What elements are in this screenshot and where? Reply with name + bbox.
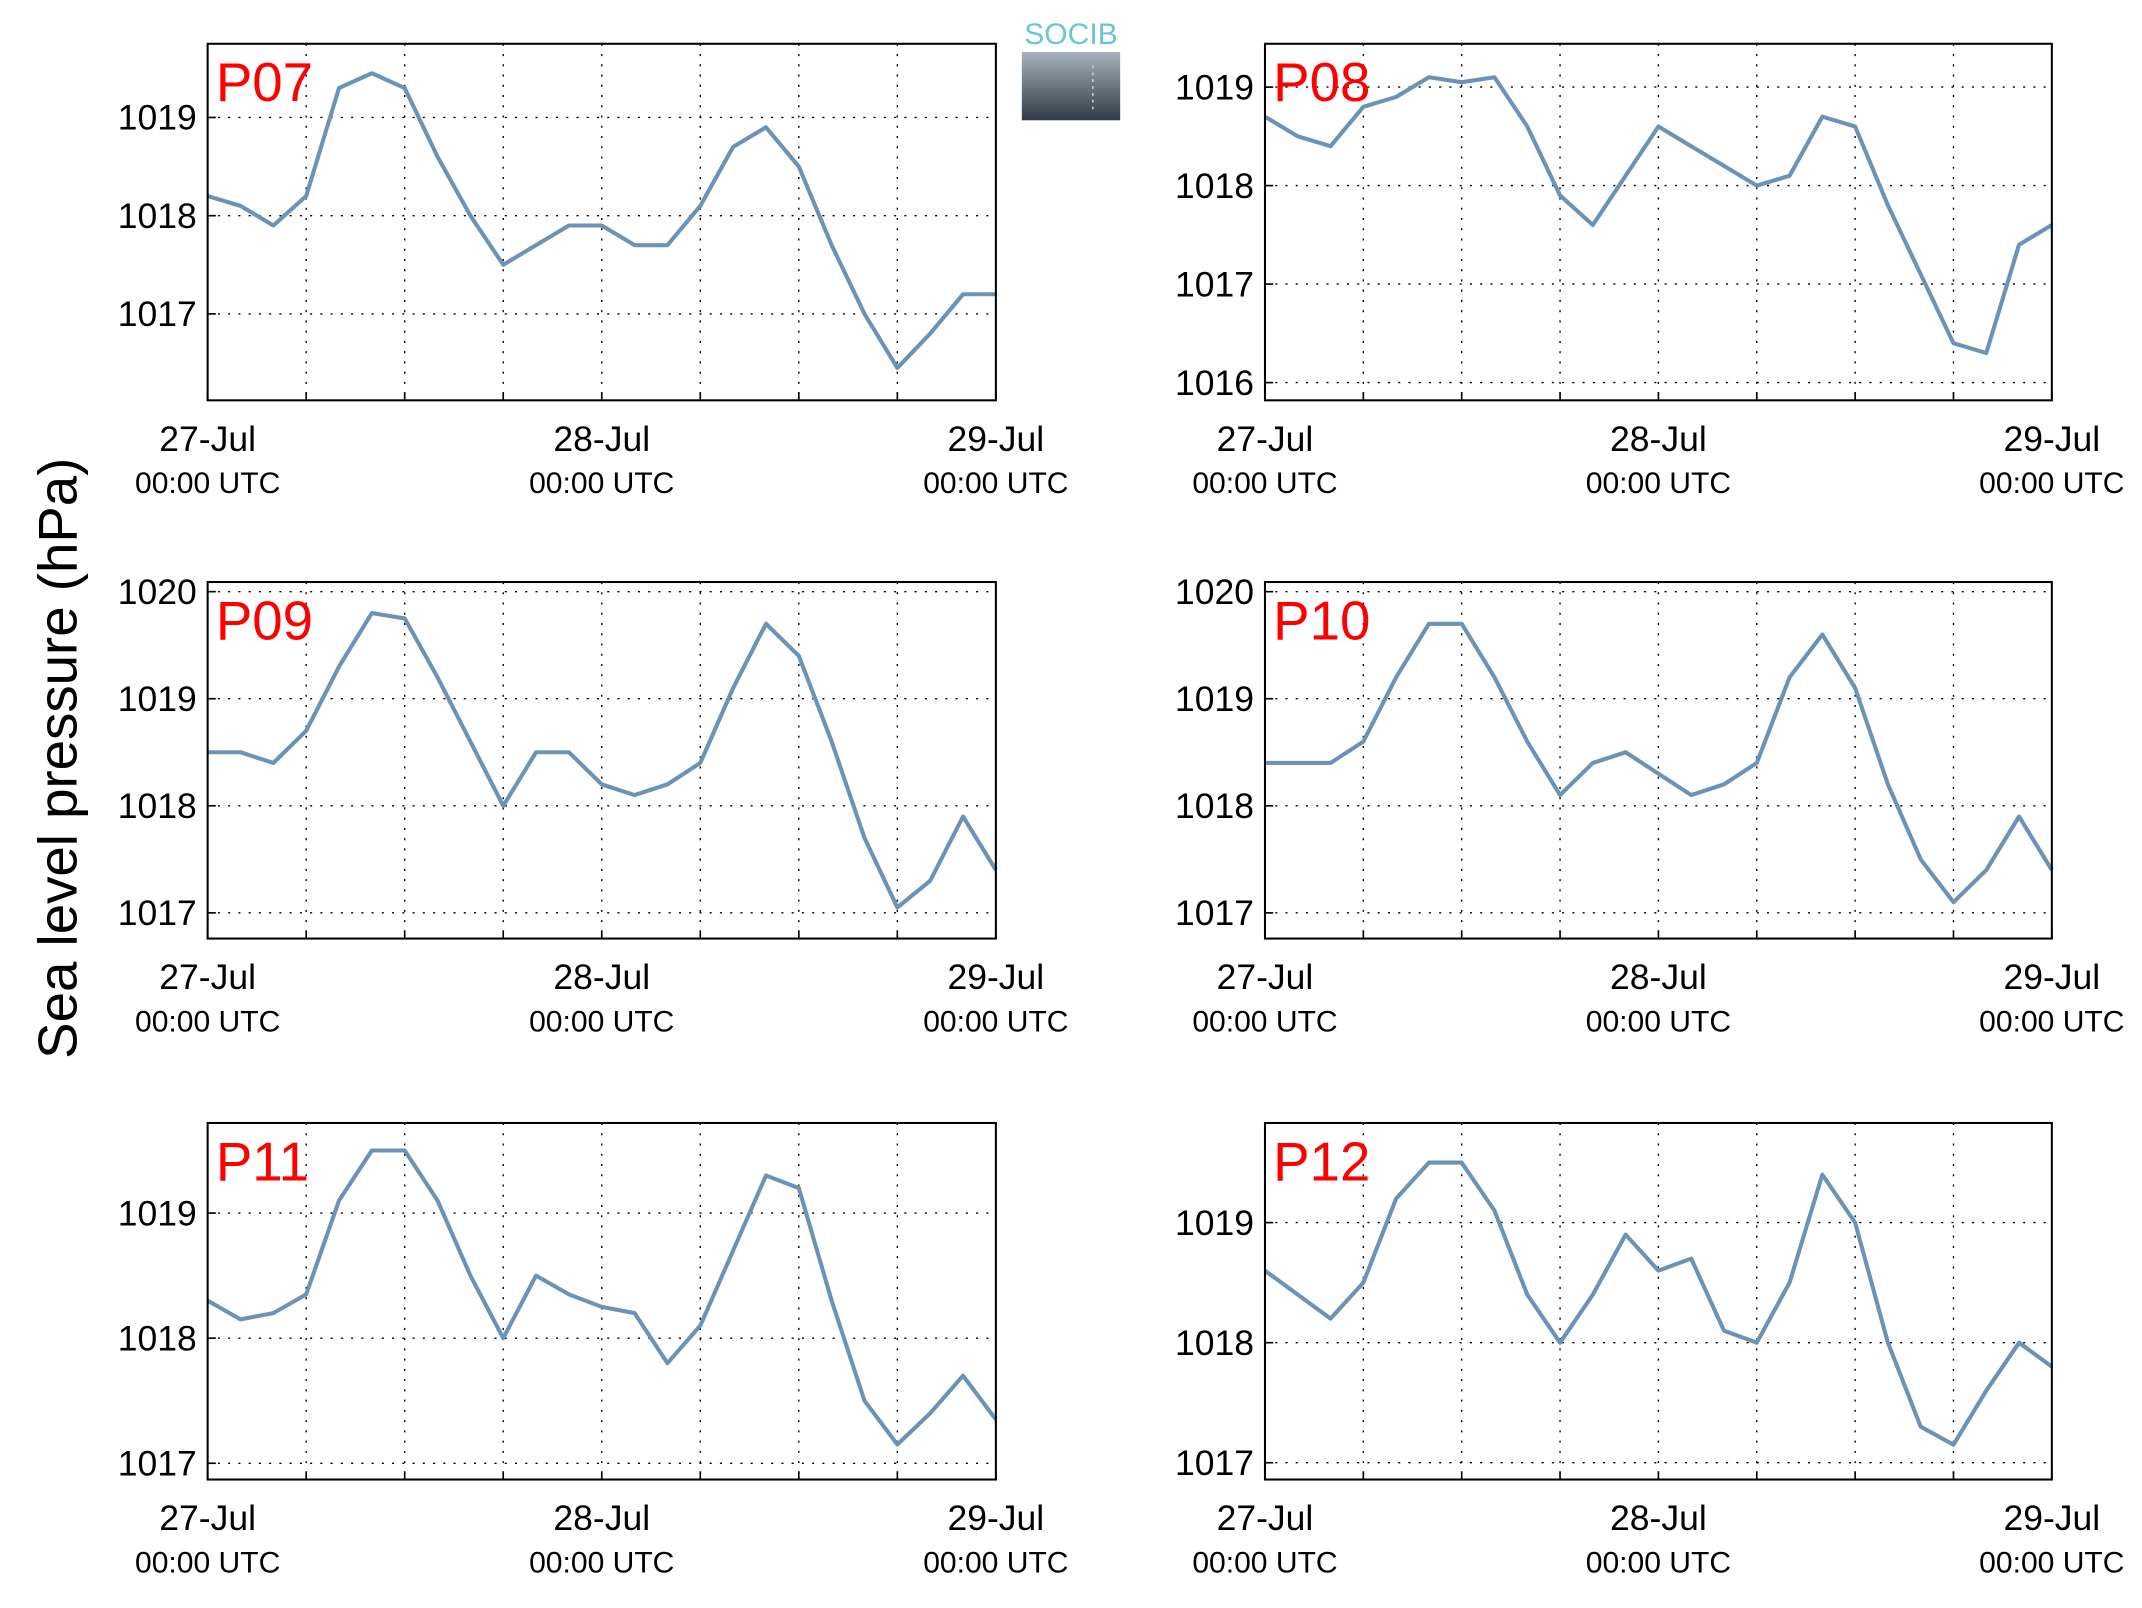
x-tick-sublabel: 00:00 UTC bbox=[1586, 1005, 1731, 1038]
y-tick-label: 1017 bbox=[1175, 1443, 1254, 1483]
y-tick-label: 1018 bbox=[1175, 786, 1254, 826]
y-tick-label: 1020 bbox=[1175, 572, 1254, 612]
x-tick-sublabel: 00:00 UTC bbox=[529, 1546, 674, 1579]
x-tick-label: 27-Jul bbox=[159, 419, 256, 459]
x-tick-sublabel: 00:00 UTC bbox=[135, 467, 280, 500]
y-tick-label: 1017 bbox=[118, 893, 197, 933]
plot-frame bbox=[206, 42, 997, 402]
x-tick-sublabel: 00:00 UTC bbox=[529, 1005, 674, 1038]
y-tick-label: 1016 bbox=[1175, 363, 1254, 403]
y-tick-label: 1018 bbox=[1175, 166, 1254, 206]
data-line bbox=[1263, 75, 2053, 356]
x-tick-label: 27-Jul bbox=[159, 957, 256, 997]
y-tick-label: 1019 bbox=[118, 1193, 197, 1233]
x-tick-label: 28-Jul bbox=[553, 957, 650, 997]
x-tick-sublabel: 00:00 UTC bbox=[1192, 1005, 1337, 1038]
x-tick-sublabel: 00:00 UTC bbox=[529, 467, 674, 500]
x-tick-sublabel: 00:00 UTC bbox=[1586, 467, 1731, 500]
data-line bbox=[207, 71, 996, 370]
x-tick-sublabel: 00:00 UTC bbox=[923, 467, 1068, 500]
x-tick-sublabel: 00:00 UTC bbox=[1979, 467, 2124, 500]
x-tick-sublabel: 00:00 UTC bbox=[923, 1546, 1068, 1579]
y-tick-label: 1018 bbox=[1175, 1323, 1254, 1363]
data-line bbox=[1264, 621, 2054, 905]
x-tick-sublabel: 00:00 UTC bbox=[1979, 1546, 2124, 1579]
data-line bbox=[1263, 1160, 2054, 1447]
y-tick-label: 1018 bbox=[118, 196, 197, 236]
panel-title: P10 bbox=[1273, 590, 1370, 651]
x-tick-label: 28-Jul bbox=[1610, 1498, 1707, 1538]
y-tick-label: 1017 bbox=[1175, 893, 1254, 933]
panel-title: P09 bbox=[216, 590, 313, 651]
y-tick-label: 1018 bbox=[118, 1318, 197, 1358]
plot-frame bbox=[206, 580, 997, 940]
panel: 1017 1018 1019 27-Jul 00:00 UTC 28-Jul 00:00 U… bbox=[118, 1121, 1069, 1579]
data-line bbox=[207, 611, 998, 910]
panel: 1017 1018 1019 27-Jul 00:00 UTC 28-Jul 00:00 U… bbox=[118, 42, 1069, 500]
y-tick-label: 1019 bbox=[1175, 67, 1254, 107]
plot-frame bbox=[206, 1121, 997, 1481]
panel-title: P07 bbox=[216, 52, 313, 113]
x-tick-sublabel: 00:00 UTC bbox=[923, 1005, 1068, 1038]
logo: SOCIB bbox=[1021, 18, 1121, 121]
x-tick-sublabel: 00:00 UTC bbox=[135, 1546, 280, 1579]
x-tick-label: 27-Jul bbox=[1217, 419, 1314, 459]
x-tick-sublabel: 00:00 UTC bbox=[135, 1005, 280, 1038]
y-tick-label: 1019 bbox=[1175, 1203, 1254, 1243]
x-tick-label: 29-Jul bbox=[948, 957, 1045, 997]
x-tick-label: 29-Jul bbox=[948, 419, 1045, 459]
plot-frame bbox=[1263, 42, 2053, 402]
data-line bbox=[206, 1148, 998, 1447]
logo-badge bbox=[1021, 51, 1121, 121]
panel: 1017 1018 1019 1020 27-Jul 00:00 UTC 28-Jul 00:… bbox=[118, 572, 1069, 1039]
plot-frame bbox=[1263, 580, 2053, 940]
y-tick-label: 1017 bbox=[1175, 264, 1254, 304]
y-tick-label: 1020 bbox=[118, 572, 197, 612]
x-tick-label: 27-Jul bbox=[159, 1498, 256, 1538]
x-tick-sublabel: 00:00 UTC bbox=[1979, 1005, 2124, 1038]
x-tick-label: 28-Jul bbox=[553, 419, 650, 459]
x-tick-label: 28-Jul bbox=[1610, 957, 1707, 997]
x-tick-label: 29-Jul bbox=[948, 1498, 1045, 1538]
panel: 1016 1017 1018 1019 27-Jul 00:00 UTC 28-Jul 00:… bbox=[1175, 42, 2124, 500]
x-tick-label: 29-Jul bbox=[2003, 419, 2100, 459]
x-tick-label: 29-Jul bbox=[2003, 957, 2100, 997]
panel-title: P11 bbox=[216, 1131, 309, 1192]
logo-text: SOCIB bbox=[1024, 18, 1118, 51]
panel-title: P12 bbox=[1273, 1131, 1370, 1192]
y-tick-label: 1019 bbox=[118, 679, 197, 719]
y-tick-label: 1018 bbox=[118, 786, 197, 826]
x-tick-sublabel: 00:00 UTC bbox=[1192, 1546, 1337, 1579]
panel: 1017 1018 1019 1020 27-Jul 00:00 UTC 28-Jul 00:… bbox=[1175, 572, 2124, 1039]
x-tick-sublabel: 00:00 UTC bbox=[1586, 1546, 1731, 1579]
x-tick-label: 27-Jul bbox=[1217, 957, 1314, 997]
x-tick-label: 29-Jul bbox=[2003, 1498, 2100, 1538]
panel: 1017 1018 1019 27-Jul 00:00 UTC 28-Jul 00:00 U… bbox=[1175, 1121, 2124, 1579]
y-axis-label: Sea level pressure (hPa) bbox=[28, 458, 89, 1059]
y-tick-label: 1017 bbox=[118, 1444, 197, 1484]
plot-frame bbox=[1263, 1121, 2053, 1481]
x-tick-label: 28-Jul bbox=[1610, 419, 1707, 459]
x-tick-sublabel: 00:00 UTC bbox=[1192, 467, 1337, 500]
y-tick-label: 1019 bbox=[1175, 679, 1254, 719]
panel-title: P08 bbox=[1273, 52, 1370, 113]
x-tick-label: 27-Jul bbox=[1217, 1498, 1314, 1538]
y-tick-label: 1017 bbox=[118, 294, 197, 334]
x-tick-label: 28-Jul bbox=[553, 1498, 650, 1538]
y-tick-label: 1019 bbox=[118, 98, 197, 138]
